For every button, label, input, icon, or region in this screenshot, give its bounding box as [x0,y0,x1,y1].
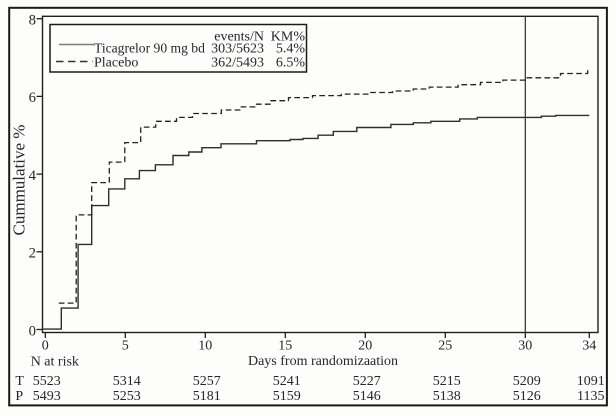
svg-text:0: 0 [42,338,49,353]
svg-text:362/5493: 362/5493 [211,56,264,71]
svg-text:15: 15 [278,338,292,353]
svg-text:5181: 5181 [193,389,221,404]
svg-text:5159: 5159 [273,389,301,404]
svg-text:Placebo: Placebo [94,56,138,71]
svg-text:1135: 1135 [577,389,604,404]
svg-text:1091: 1091 [577,374,605,389]
svg-text:5241: 5241 [273,374,301,389]
svg-text:events/N: events/N [214,29,264,44]
svg-text:34: 34 [582,338,596,353]
svg-text:5215: 5215 [433,374,461,389]
svg-text:30: 30 [518,338,532,353]
svg-text:5138: 5138 [433,389,461,404]
svg-text:5314: 5314 [113,374,141,389]
svg-text:6.5%: 6.5% [276,56,306,71]
svg-text:5126: 5126 [513,389,541,404]
svg-text:5493: 5493 [33,389,61,404]
svg-text:2: 2 [29,246,36,262]
svg-text:0: 0 [29,323,36,339]
svg-text:6: 6 [29,90,36,106]
svg-text:KM%: KM% [271,29,306,44]
svg-text:T: T [15,374,24,389]
svg-text:5253: 5253 [113,389,141,404]
svg-text:Days from randomizaation: Days from randomizaation [248,354,398,369]
svg-text:N at risk: N at risk [31,354,79,369]
svg-text:8: 8 [29,13,36,29]
svg-text:10: 10 [198,338,212,353]
svg-text:303/5623: 303/5623 [211,42,264,57]
svg-text:5257: 5257 [193,374,221,389]
svg-text:5.4%: 5.4% [276,42,306,57]
svg-text:5: 5 [122,338,129,353]
svg-text:4: 4 [29,168,37,184]
svg-text:5227: 5227 [353,374,381,389]
svg-text:P: P [15,389,23,404]
svg-text:5523: 5523 [33,374,61,389]
svg-text:Ticagrelor 90 mg bd: Ticagrelor 90 mg bd [94,41,205,56]
svg-text:25: 25 [438,338,452,353]
svg-text:5209: 5209 [513,374,541,389]
svg-text:5146: 5146 [353,389,381,404]
svg-text:Cummulative %: Cummulative % [10,125,29,236]
svg-text:20: 20 [358,338,372,353]
